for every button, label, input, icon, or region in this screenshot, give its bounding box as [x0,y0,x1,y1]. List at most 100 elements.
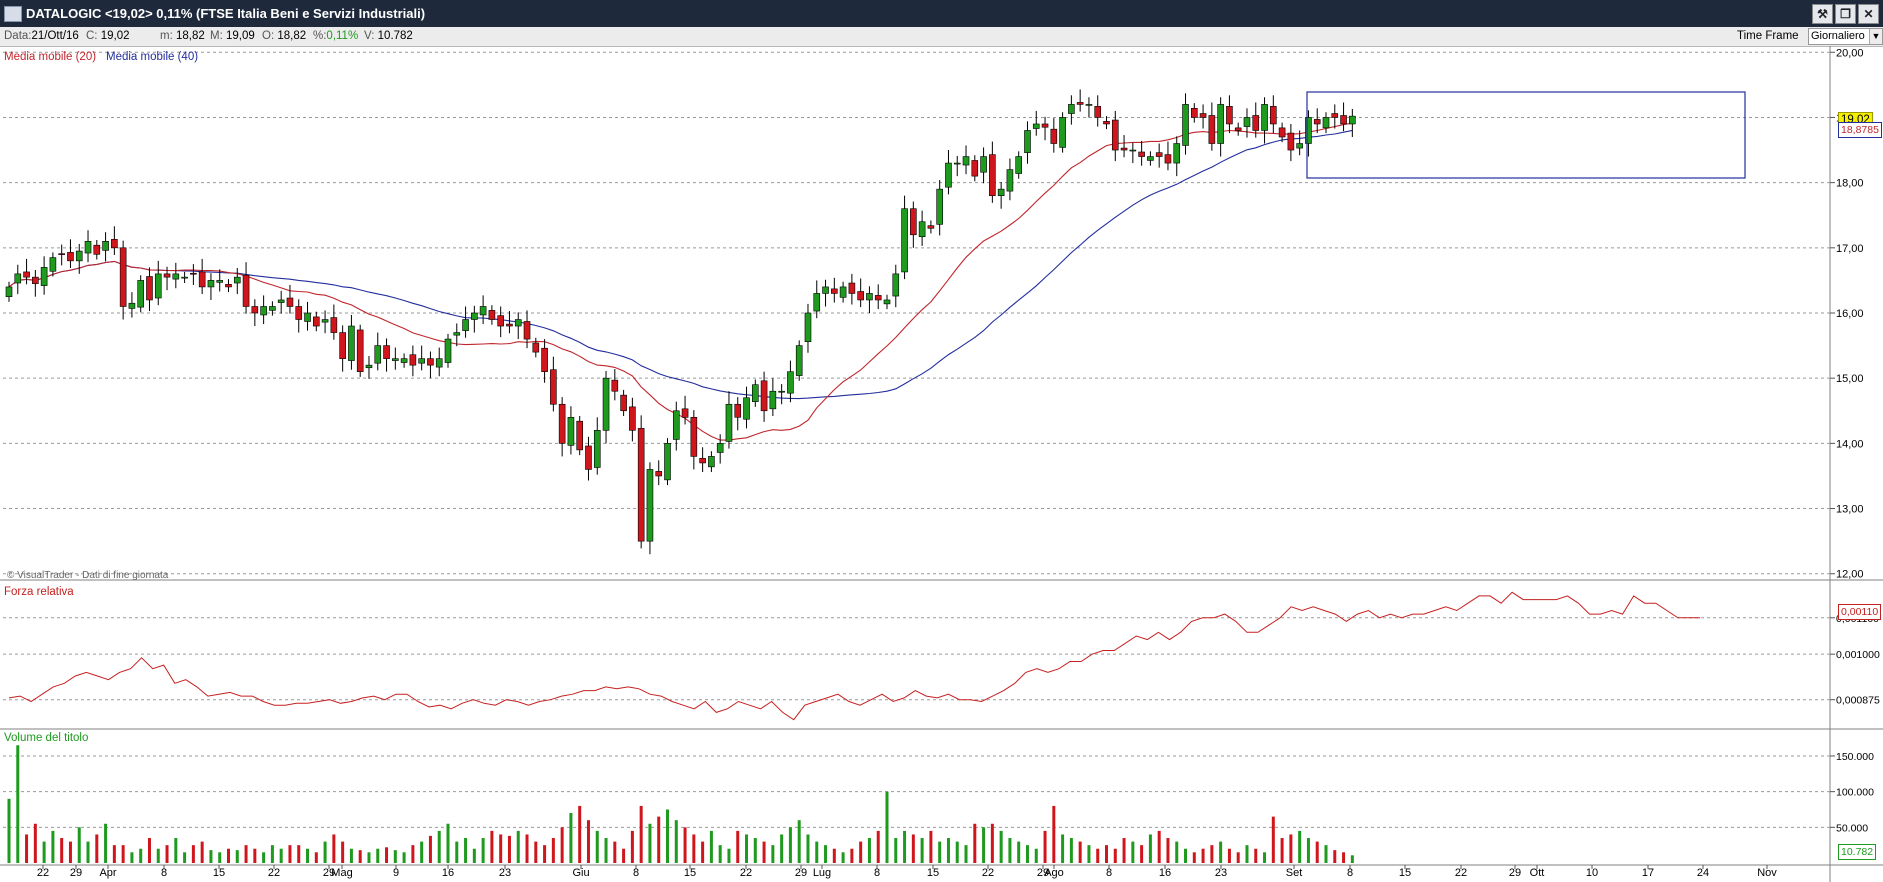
volume-bar [771,845,775,863]
candle-body [198,271,206,288]
volume-bar [850,848,854,863]
volume-bar [1034,848,1038,863]
volume-bar [33,823,37,863]
candle-body [866,293,873,301]
volume-bar [1219,841,1223,863]
x-tick-label: 22 [982,867,994,879]
candle-body [260,306,267,316]
candle-body [550,369,557,405]
volume-bar [1306,838,1310,863]
candle-body [75,250,83,262]
candle-body [936,188,943,225]
candle-body [1322,117,1330,129]
volume-bar [446,823,450,863]
candle-body [848,282,856,294]
x-tick-label: Nov [1757,867,1777,879]
candle-body [567,416,575,446]
volume-bar [990,823,994,863]
x-tick-label: 22 [740,867,752,879]
quote-infobar: Data:21/Ott/16 C: 19,02 m: 18,82 M: 19,0… [0,27,1883,47]
volume-bar [253,848,257,863]
candle-body [1076,102,1084,105]
candle-body [558,403,566,444]
price-tick-label: 12,00 [1836,569,1864,581]
volume-tick-label: 100.000 [1836,787,1874,799]
volume-bar [279,848,283,863]
volume-bar [955,841,959,863]
volume-bar [499,834,503,863]
stock-chart[interactable]: 12,0013,0014,0015,0016,0017,0018,0019,00… [0,46,1883,882]
candle-body [190,272,197,275]
date-readout: Data:21/Ott/16 [4,30,79,42]
volume-bar [1350,855,1354,863]
x-tick-label: 23 [499,867,511,879]
candle-body [1349,115,1356,125]
close-icon[interactable]: ✕ [1858,4,1879,24]
volume-bar [1043,830,1047,863]
candle-body [497,315,504,327]
candle-body [409,354,417,366]
candle-body [181,276,188,279]
volume-bar [674,820,678,863]
window-titlebar: DATALOGIC <19,02> 0,11% (FTSE Italia Ben… [0,0,1883,27]
volume-bar [516,830,520,863]
x-tick-label: 15 [927,867,939,879]
volume-bar [894,838,898,863]
volume-bar [648,823,652,863]
volume-readout: V: 10.782 [364,30,413,42]
candle-body [1050,128,1058,144]
volume-bar [639,805,643,863]
candle-body [102,240,109,251]
volume-bar [1315,841,1319,863]
volume-bar [1166,838,1170,863]
chevron-down-icon: ▼ [1869,29,1882,44]
x-tick-label: 29 [323,867,335,879]
volume-bar [745,834,749,863]
volume-bar [753,838,757,863]
timeframe-label: Time Frame [1737,30,1799,42]
volume-bar [1113,848,1117,863]
candle-body [119,247,127,307]
candle-body [602,377,610,431]
candle-body [760,380,768,412]
candle-body [356,329,364,372]
candle-body [348,325,355,361]
candle-body [962,156,970,166]
volume-bar [165,845,169,863]
timeframe-select[interactable]: Giornaliero ▼ [1808,28,1883,45]
candle-body [137,280,144,308]
volume-bar [938,841,942,863]
candle-body [295,306,303,320]
x-tick-label: 29 [1509,867,1521,879]
candle-body [1138,151,1145,157]
volume-bar [525,834,529,863]
volume-bar [288,845,292,863]
tools-icon[interactable]: ⚒ [1812,4,1833,24]
volume-bar [964,845,968,863]
candle-body [989,154,996,196]
volume-bar [104,823,108,863]
ma20-line [8,122,1353,441]
candle-body [1006,169,1014,192]
volume-bar [824,845,828,863]
volume-bar [130,852,134,863]
volume-bar [727,848,731,863]
volume-bar [534,841,538,863]
x-tick-label: 9 [393,867,399,879]
volume-bar [121,845,125,863]
volume-bar [86,841,90,863]
volume-bar [885,791,889,863]
candle-body [910,208,917,236]
candle-body [128,302,136,309]
candle-body [1155,152,1163,157]
restore-icon[interactable]: ❐ [1835,4,1856,24]
candle-body [576,420,584,451]
candle-body [1015,156,1023,174]
x-tick-label: 16 [1159,867,1171,879]
candle-body [23,271,30,278]
candle-body [918,221,926,238]
candle-body [67,252,74,262]
candle-body [795,345,803,376]
candle-body [822,286,829,294]
volume-bar [630,830,634,863]
